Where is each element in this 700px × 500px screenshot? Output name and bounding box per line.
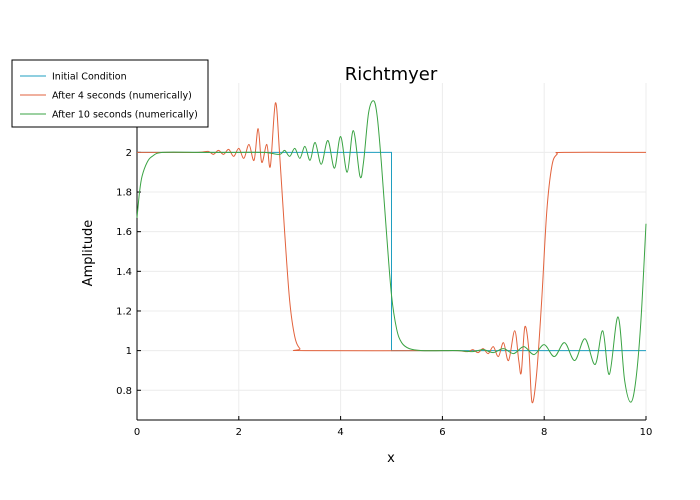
x-axis-label: x — [387, 451, 395, 466]
legend: Initial Condition After 4 seconds (numeri… — [11, 59, 209, 128]
y-tick-label: 2 — [126, 148, 132, 159]
x-tick-label: 10 — [640, 427, 653, 438]
legend-label: After 4 seconds (numerically) — [52, 91, 192, 102]
y-axis-label: Amplitude — [81, 220, 96, 287]
legend-label: Initial Condition — [52, 72, 127, 83]
chart-title: Richtmyer — [345, 64, 438, 85]
tick-labels: 0 2 4 6 8 10 0.8 1 1.2 1.4 1.6 1.8 2 — [116, 148, 652, 438]
series-after-4-seconds — [137, 102, 647, 404]
y-tick-label: 0.8 — [116, 386, 132, 397]
x-tick-label: 8 — [541, 427, 547, 438]
y-tick-label: 1.8 — [116, 188, 132, 199]
x-tick-label: 6 — [439, 427, 445, 438]
y-tick-label: 1.6 — [116, 227, 132, 238]
series — [136, 100, 647, 404]
y-tick-label: 1.4 — [116, 267, 132, 278]
x-tick-label: 0 — [134, 427, 140, 438]
axes — [136, 83, 647, 421]
y-tick-label: 1.2 — [116, 306, 132, 317]
series-after-10-seconds — [136, 100, 647, 403]
x-tick-label: 4 — [337, 427, 343, 438]
legend-box — [11, 59, 209, 128]
series-initial-condition — [137, 151, 646, 352]
legend-label: After 10 seconds (numerically) — [52, 110, 198, 121]
y-tick-label: 1 — [126, 346, 132, 357]
x-tick-label: 2 — [236, 427, 242, 438]
